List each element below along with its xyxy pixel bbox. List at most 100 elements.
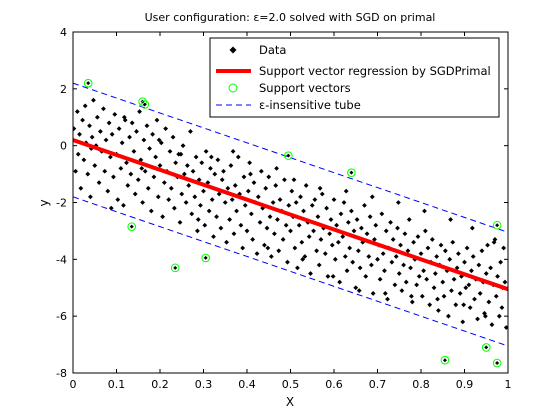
data-point [422,208,427,214]
data-point [122,117,128,123]
data-point [451,276,457,282]
y-tick-label: 4 [60,26,67,39]
data-point [499,305,505,311]
data-point [229,197,235,203]
data-point [300,256,306,262]
data-point [345,219,351,225]
data-point [316,262,322,268]
data-point [134,129,139,134]
data-point [350,259,356,265]
data-point [192,194,198,200]
x-axis-ticks: 0 0.1 0.2 0.3 0.4 0.5 0.6 0.7 0.8 0.9 1 [70,32,512,391]
support-vector [140,100,150,109]
data-point [257,219,263,225]
data-point [193,154,199,160]
data-point [103,137,109,143]
data-point [324,205,330,211]
data-point [302,254,308,259]
data-point [456,251,461,257]
data-point [289,188,295,194]
data-point [129,120,135,126]
data-point [190,168,196,174]
support-vector [127,222,137,231]
data-point [80,117,85,123]
data-point [495,273,500,279]
x-tick-label: 1 [505,378,512,391]
legend-item-regression: Support vector regression by SGDPrimal [216,64,491,78]
data-point [306,234,312,239]
support-vector [440,355,450,365]
data-point [502,279,508,285]
data-point [488,265,493,271]
data-point [382,291,388,296]
data-point [166,197,172,203]
data-point [435,296,440,302]
data-point [173,160,179,166]
data-point [125,183,131,188]
data-point [247,160,253,166]
data-point [154,117,160,123]
data-point [388,219,393,225]
data-point [469,225,475,231]
data-point [393,254,399,259]
data-point [466,282,472,288]
data-point [335,239,341,245]
data-point [431,285,437,291]
data-point [375,256,380,262]
data-point [450,239,456,245]
data-point [367,214,373,220]
support-vector-center [129,224,134,229]
data-point [493,293,499,299]
data-point [199,160,205,166]
data-point [168,185,174,191]
data-point [185,163,190,168]
data-point [275,217,280,222]
data-point [442,248,448,254]
data-point [385,296,390,302]
legend-item-tube: ε-insensitive tube [216,98,361,112]
support-vector-center [349,170,354,175]
data-point [489,322,495,328]
data-point [317,185,323,191]
data-point [105,188,111,194]
data-point [89,134,95,140]
data-point [112,112,118,117]
legend-sv-marker [228,83,238,93]
data-point [396,271,402,276]
data-point [436,308,441,313]
data-point [73,126,77,132]
data-point [156,137,162,143]
data-point [73,168,79,174]
data-point [198,202,203,208]
data-point [171,205,177,211]
data-point [109,131,115,137]
data-point [285,259,290,265]
y-tick-label: -6 [56,310,67,323]
data-point [227,217,232,222]
data-point [148,208,154,214]
data-point [127,134,132,140]
data-point [355,248,361,254]
data-point [405,248,411,254]
data-point [270,200,276,205]
data-point [119,140,125,146]
data-point [475,316,480,322]
data-point [93,143,99,149]
data-point [222,200,228,205]
data-point [230,148,236,154]
data-point [483,271,489,276]
support-vector-center [203,255,208,260]
data-point [153,154,159,160]
data-point [141,137,147,143]
data-point [218,225,224,231]
data-point [161,180,167,186]
data-point [356,288,362,293]
data-point [477,291,483,296]
data-point [98,129,103,134]
data-point [462,259,467,265]
data-point [224,239,229,245]
support-vector-center [484,345,489,350]
data-point [87,123,92,129]
data-point [157,163,163,168]
